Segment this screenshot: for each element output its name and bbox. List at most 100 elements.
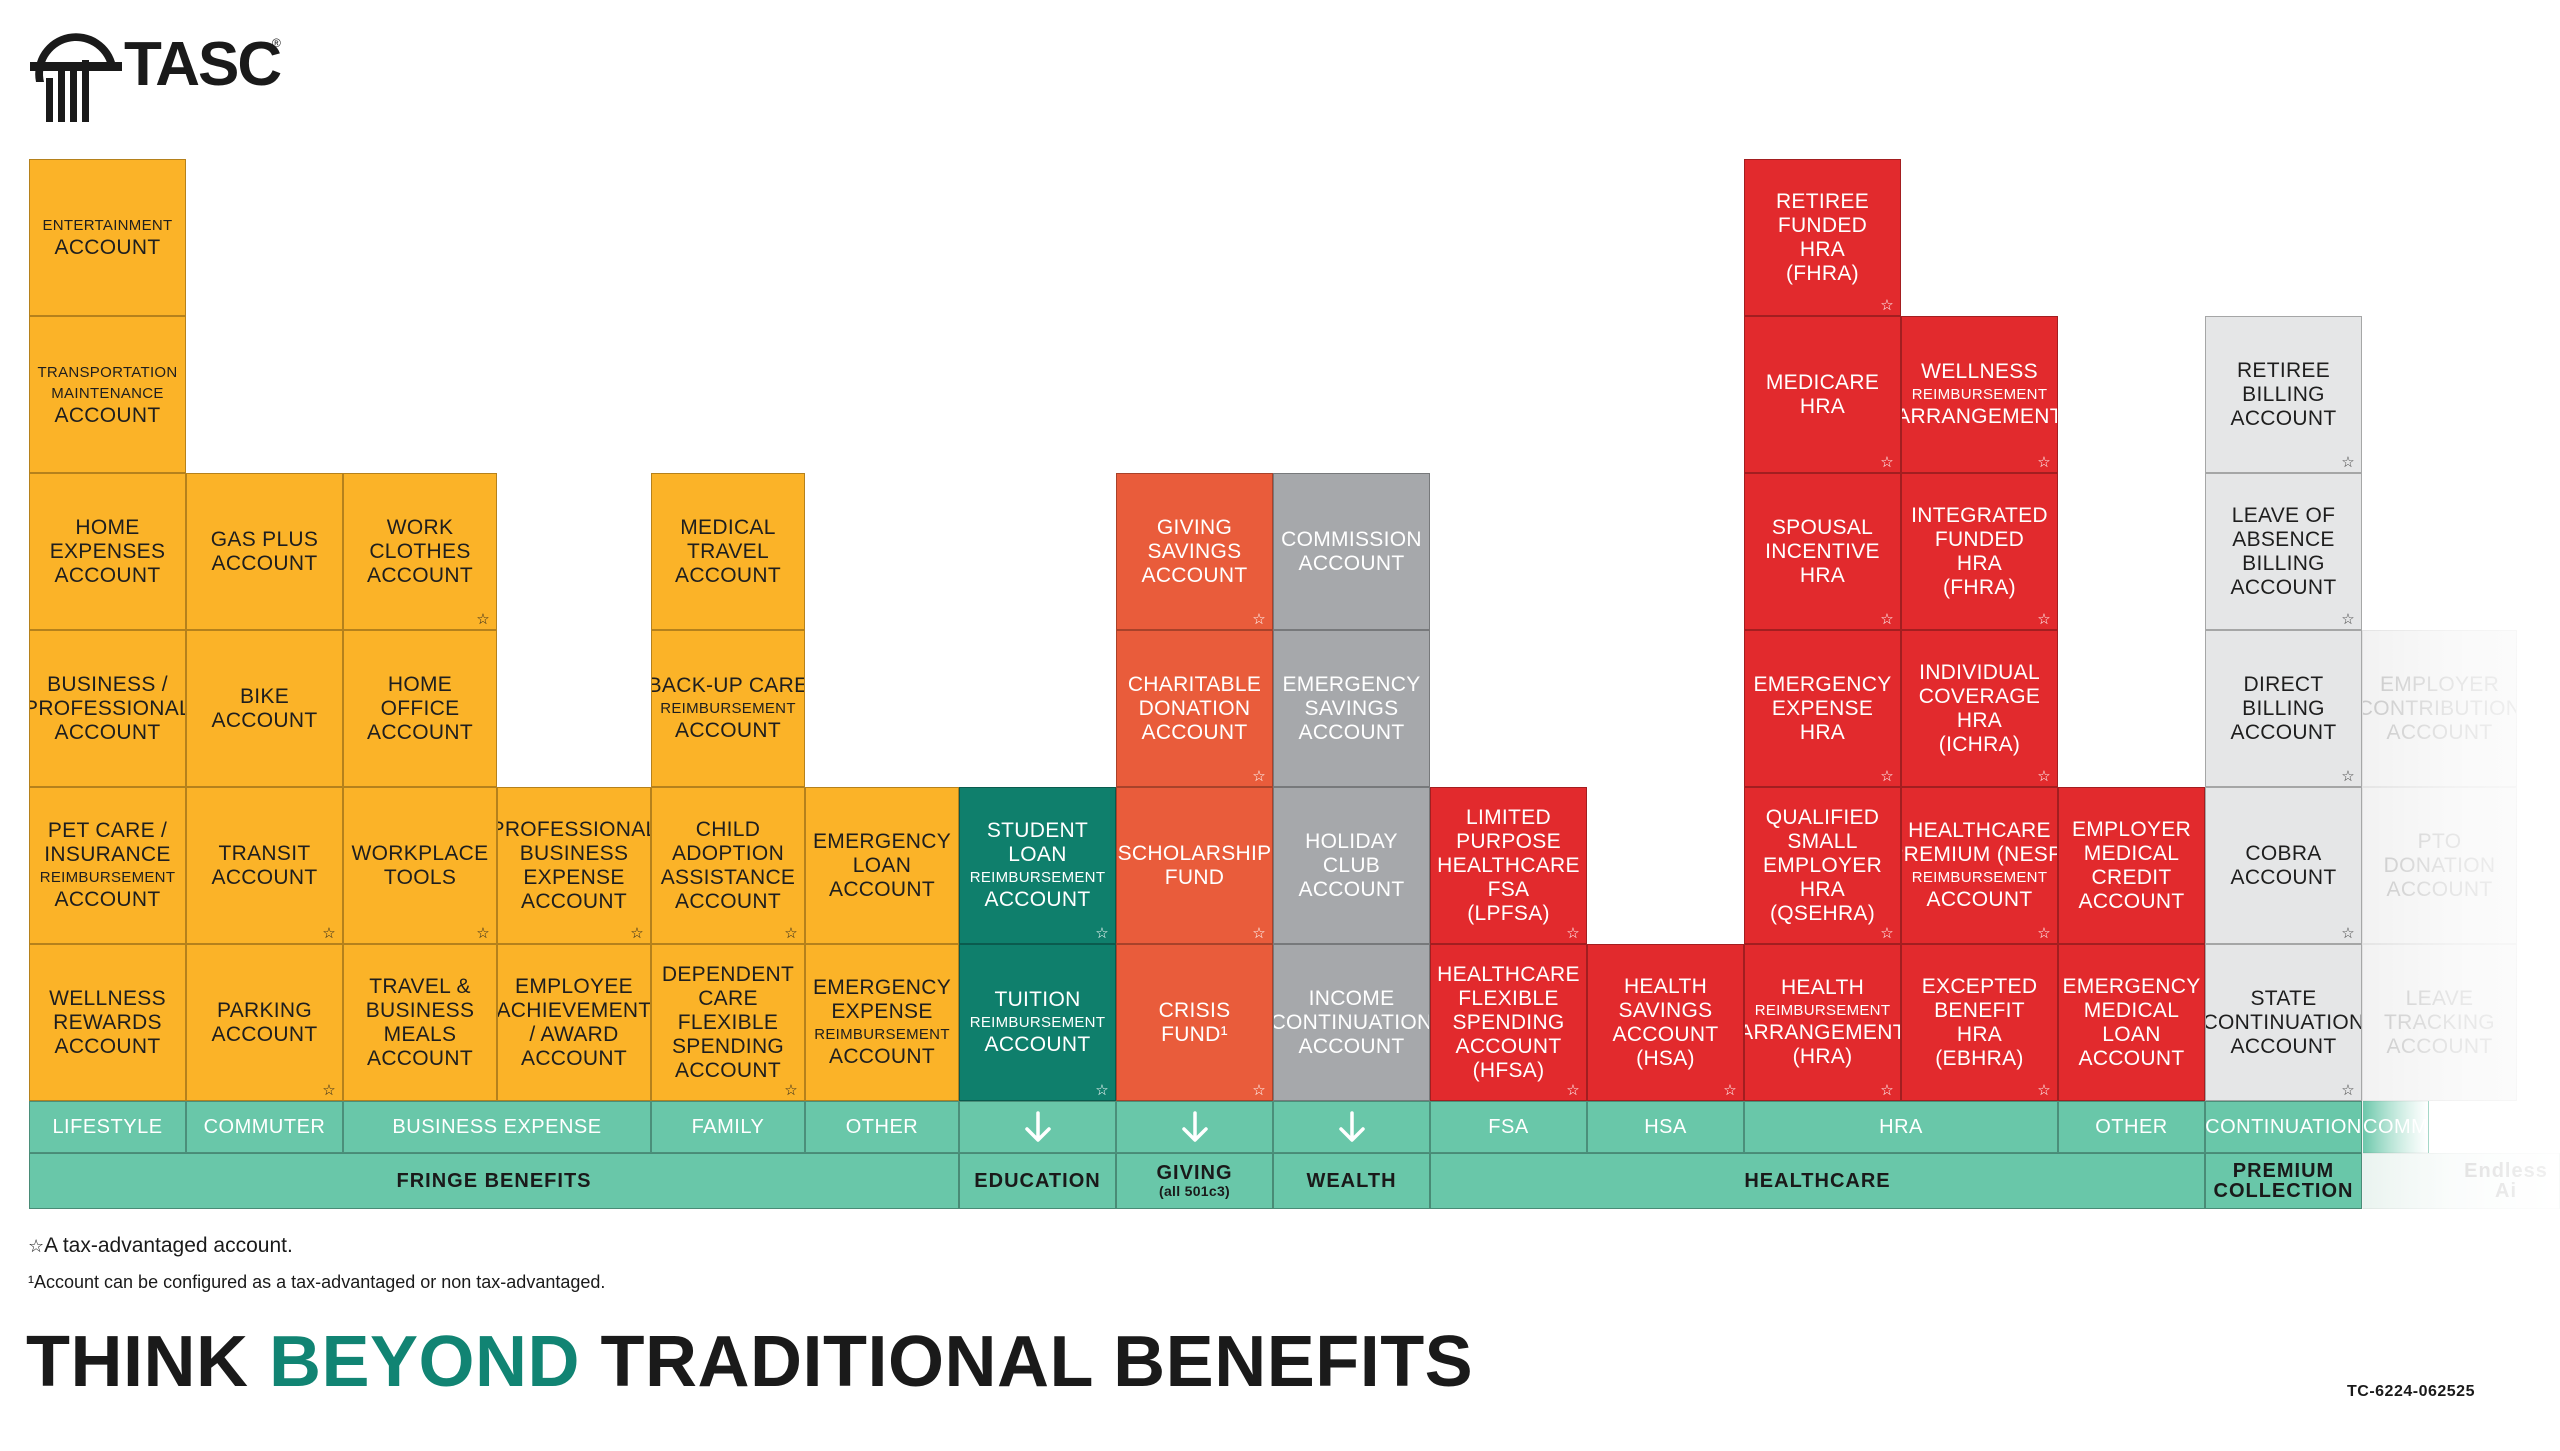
account-cell-line: CHARITABLE bbox=[1127, 672, 1262, 696]
star-icon: ☆ bbox=[2037, 768, 2051, 785]
account-cell-line: / AWARD bbox=[529, 1022, 619, 1046]
account-cell-line: PET CARE / bbox=[47, 819, 168, 842]
account-cell-line: LEAVE OF bbox=[2231, 503, 2336, 527]
account-cell-line: ACCOUNT bbox=[1298, 551, 1405, 575]
star-icon: ☆ bbox=[784, 1082, 798, 1099]
account-cell-line: ACCOUNT bbox=[211, 865, 318, 889]
subcategory-arrow-7 bbox=[1273, 1101, 1430, 1153]
account-cell-line: (FHRA) bbox=[1786, 261, 1859, 285]
account-cell-line: BENEFIT bbox=[1934, 998, 2025, 1022]
account-cell-line: ACCOUNT bbox=[2078, 889, 2185, 913]
account-cell-line: SAVINGS bbox=[1618, 998, 1713, 1022]
account-cell-line: ACCOUNT bbox=[367, 563, 473, 587]
account-cell-lifestyle-1-5: ENTERTAINMENT ACCOUNT bbox=[29, 159, 186, 316]
account-cell-hra-2-0: EXCEPTED BENEFIT HRA (EBHRA) ☆ bbox=[1901, 944, 2058, 1101]
subcategory-continuation-12: CONTINUATION bbox=[2205, 1101, 2362, 1153]
account-cell-line: GIVING bbox=[1156, 515, 1233, 539]
account-cell-line: SPOUSAL bbox=[1771, 515, 1874, 539]
account-cell-continuation-4: RETIREE BILLING ACCOUNT ☆ bbox=[2205, 316, 2362, 473]
subcategory-label: COMM bbox=[2363, 1115, 2429, 1138]
account-cell-line: INSURANCE bbox=[44, 843, 171, 866]
account-cell-line: ACCOUNT bbox=[211, 551, 318, 575]
account-cell-family-0: DEPENDENT CARE FLEXIBLE SPENDING ACCOUNT ☆ bbox=[651, 944, 805, 1101]
account-cell-line: EXCEPTED bbox=[1921, 974, 2038, 998]
account-cell-business-1-1: WORKPLACE TOOLS ☆ bbox=[343, 787, 497, 944]
account-cell-line: FUND bbox=[1164, 865, 1225, 889]
account-cell-line: CREDIT bbox=[2091, 865, 2172, 889]
account-cell-line: ACCOUNT bbox=[2230, 575, 2337, 599]
account-cell-line: REIMBURSEMENT bbox=[39, 869, 176, 886]
star-icon: ☆ bbox=[1880, 611, 1894, 628]
account-cell-line: TUITION bbox=[994, 988, 1081, 1011]
account-cell-line: ACCOUNT bbox=[211, 1022, 318, 1046]
account-cell-line: CHILD bbox=[695, 817, 761, 841]
account-cell-line: ENTERTAINMENT bbox=[42, 217, 173, 234]
account-cell-line: HEALTHCARE bbox=[1908, 819, 2051, 842]
account-cell-line: SPENDING bbox=[1452, 1010, 1565, 1034]
subcategory-label: LIFESTYLE bbox=[52, 1115, 163, 1138]
subcategory-label: HSA bbox=[1644, 1115, 1687, 1138]
account-cell-line: PTO bbox=[2417, 829, 2462, 853]
account-cell-line: CONTINUATION bbox=[2205, 1010, 2362, 1034]
account-cell-faded-1-0: LEAVE TRACKING ACCOUNT bbox=[2362, 944, 2517, 1101]
account-cell-line: HRA bbox=[1956, 708, 2003, 732]
star-icon: ☆ bbox=[476, 925, 490, 942]
tagline: THINK BEYOND TRADITIONAL BENEFITS bbox=[26, 1326, 1473, 1398]
account-cell-line: HRA bbox=[1799, 394, 1846, 418]
account-cell-line: ACCOUNT bbox=[54, 563, 161, 587]
subcategory-family-3: FAMILY bbox=[651, 1101, 805, 1153]
benefits-chart: WELLNESS REWARDS ACCOUNT PET CARE / INSURANC… bbox=[29, 150, 2560, 1230]
account-cell-line: EMPLOYER bbox=[2071, 817, 2192, 841]
account-cell-line: EXPENSES bbox=[49, 539, 166, 563]
footnote: ¹Account can be configured as a tax-adva… bbox=[28, 1272, 606, 1292]
account-cell-business-1-3: WORK CLOTHES ACCOUNT ☆ bbox=[343, 473, 497, 630]
account-cell-line: HRA bbox=[1799, 563, 1846, 587]
subcategory-label: OTHER bbox=[2095, 1115, 2168, 1138]
account-cell-line: ACCOUNT bbox=[1455, 1034, 1562, 1058]
registered-mark: ® bbox=[272, 36, 281, 50]
account-cell-line: EMPLOYER bbox=[1762, 853, 1883, 877]
account-cell-line: HEALTHCARE bbox=[1437, 853, 1580, 877]
tasc-logo-icon bbox=[30, 33, 122, 122]
account-cell-line: LEAVE bbox=[2405, 986, 2474, 1010]
account-cell-line: (LPFSA) bbox=[1467, 901, 1550, 925]
account-cell-faded-1-2: EMPLOYER CONTRIBUTION ACCOUNT bbox=[2362, 630, 2517, 787]
account-cell-faded-1-1: PTO DONATION ACCOUNT bbox=[2362, 787, 2517, 944]
account-cell-wealth-1: HOLIDAY CLUB ACCOUNT bbox=[1273, 787, 1430, 944]
account-cell-line: FUNDED bbox=[1777, 213, 1868, 237]
account-cell-line: LOAN bbox=[1008, 843, 1067, 866]
account-cell-line: PREMIUM (NESP) bbox=[1902, 843, 2057, 866]
account-cell-line: FUND¹ bbox=[1161, 1022, 1228, 1046]
subcategory-business-expense-2: BUSINESS EXPENSE bbox=[343, 1101, 651, 1153]
account-cell-line: BIKE bbox=[239, 684, 290, 708]
subcategory-lifestyle-0: LIFESTYLE bbox=[29, 1101, 186, 1153]
arrow-down-icon bbox=[1181, 1111, 1208, 1142]
account-cell-line: HRA bbox=[1956, 551, 2003, 575]
account-cell-line: STATE bbox=[2250, 986, 2317, 1010]
category-sublabel: COLLECTION bbox=[2213, 1180, 2354, 1202]
tasc-logo-text: TASC bbox=[124, 30, 282, 99]
account-cell-line: MEDICAL bbox=[680, 515, 776, 539]
subcategory-other-11: OTHER bbox=[2058, 1101, 2205, 1153]
account-cell-line: FLEXIBLE bbox=[677, 1010, 779, 1034]
star-icon: ☆ bbox=[1252, 611, 1266, 628]
account-cell-line: INCENTIVE bbox=[1765, 539, 1880, 563]
account-cell-line: EMERGENCY bbox=[2062, 974, 2201, 998]
account-cell-line: ACCOUNT bbox=[984, 1033, 1091, 1056]
account-cell-line: CLOTHES bbox=[369, 539, 471, 563]
account-cell-line: HRA bbox=[1956, 1022, 2003, 1046]
account-cell-line: ACCOUNT bbox=[2386, 877, 2493, 901]
account-cell-line: ACCOUNT bbox=[1298, 1034, 1405, 1058]
account-cell-line: ACCOUNT bbox=[829, 877, 935, 901]
account-cell-line: WORK bbox=[386, 515, 454, 539]
account-cell-line: RETIREE bbox=[2236, 358, 2331, 382]
account-cell-line: CARE bbox=[698, 986, 758, 1010]
account-cell-business-2-0: EMPLOYEE ACHIEVEMENT / AWARD ACCOUNT bbox=[497, 944, 651, 1101]
account-cell-line: TRACKING bbox=[2384, 1010, 2495, 1034]
account-cell-line: CRISIS bbox=[1158, 998, 1231, 1022]
account-cell-wealth-3: COMMISSION ACCOUNT bbox=[1273, 473, 1430, 630]
account-cell-line: BUSINESS / bbox=[47, 672, 168, 696]
account-cell-line: ACCOUNT bbox=[367, 1046, 473, 1070]
star-icon: ☆ bbox=[2037, 611, 2051, 628]
